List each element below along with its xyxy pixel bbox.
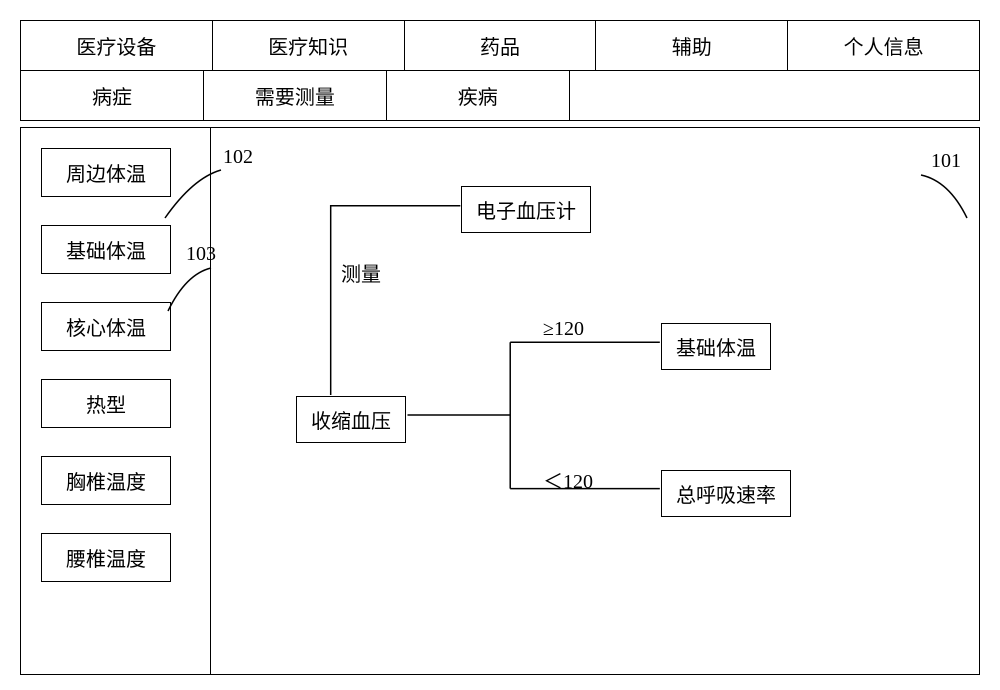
sidebar-item-core-temp[interactable]: 核心体温 xyxy=(41,302,171,351)
node-systolic-bp: 收缩血压 xyxy=(296,396,406,443)
sidebar-item-basal-temp[interactable]: 基础体温 xyxy=(41,225,171,274)
ref-label-101: 101 xyxy=(931,150,961,173)
node-out-resp-rate: 总呼吸速率 xyxy=(661,470,791,517)
subtab-blank xyxy=(570,71,980,121)
edge-label-measure: 测量 xyxy=(341,258,381,287)
tab-personal-info[interactable]: 个人信息 xyxy=(788,21,980,71)
node-device: 电子血压计 xyxy=(461,186,591,233)
sidebar: 周边体温 基础体温 核心体温 热型 胸椎温度 腰椎温度 xyxy=(21,128,211,674)
subtab-need-measure[interactable]: 需要测量 xyxy=(204,71,387,121)
sidebar-item-lumbar-temp[interactable]: 腰椎温度 xyxy=(41,533,171,582)
tab-medical-knowledge[interactable]: 医疗知识 xyxy=(213,21,405,71)
edge-label-lt120: ＜120 xyxy=(543,465,593,494)
sidebar-item-peripheral-temp[interactable]: 周边体温 xyxy=(41,148,171,197)
tab-row-1: 医疗设备 医疗知识 药品 辅助 个人信息 xyxy=(20,20,980,71)
flow-canvas: 102 103 101 电子血压计 收缩血压 基础体温 总呼吸速率 测量 ≥12… xyxy=(211,128,979,674)
tab-row-2: 病症 需要测量 疾病 xyxy=(20,71,980,121)
ref-label-102: 102 xyxy=(223,146,253,169)
sidebar-item-thoracic-temp[interactable]: 胸椎温度 xyxy=(41,456,171,505)
tab-assist[interactable]: 辅助 xyxy=(596,21,788,71)
subtab-disease[interactable]: 疾病 xyxy=(387,71,570,121)
edge-label-ge120: ≥120 xyxy=(543,318,584,341)
tab-medical-equipment[interactable]: 医疗设备 xyxy=(21,21,213,71)
leader-101 xyxy=(919,173,969,223)
ref-label-103: 103 xyxy=(186,243,216,266)
subtab-symptom[interactable]: 病症 xyxy=(21,71,204,121)
sidebar-item-fever-type[interactable]: 热型 xyxy=(41,379,171,428)
node-out-basal-temp: 基础体温 xyxy=(661,323,771,370)
tab-medicine[interactable]: 药品 xyxy=(405,21,597,71)
content-area: 周边体温 基础体温 核心体温 热型 胸椎温度 腰椎温度 102 103 101 … xyxy=(20,127,980,675)
app-frame: 医疗设备 医疗知识 药品 辅助 个人信息 病症 需要测量 疾病 周边体温 基础体… xyxy=(20,20,980,670)
